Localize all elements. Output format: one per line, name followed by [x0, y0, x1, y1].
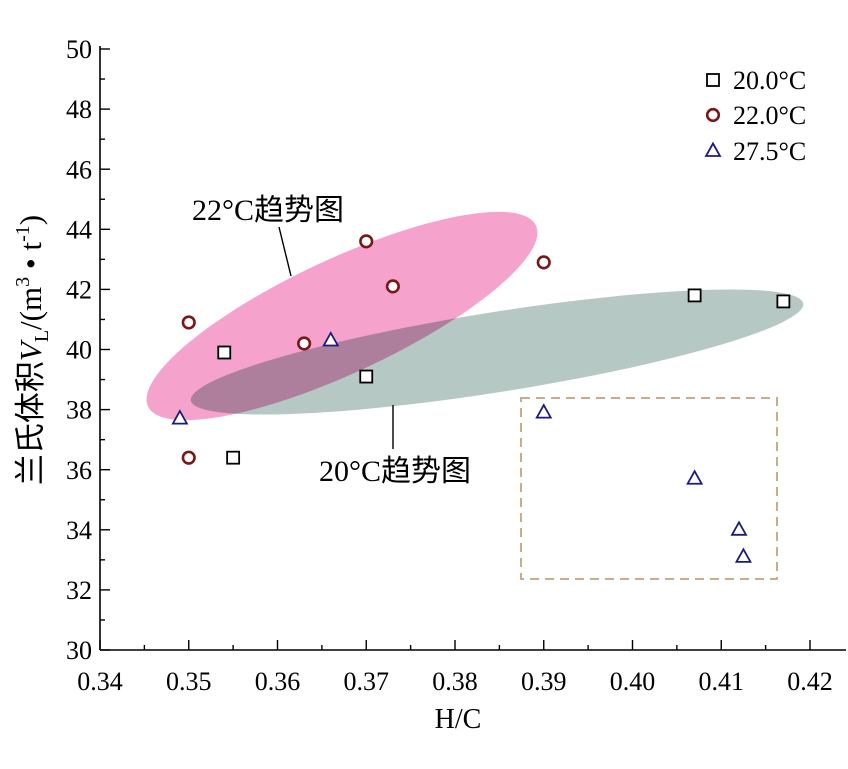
y-tick-label: 48	[66, 95, 92, 124]
trend-region-22c-ellipse	[146, 211, 538, 421]
square-data-point	[687, 288, 702, 303]
axes: 0.34 0.35 0.36 0.37 0.38 0.39 0.40 0.41 0.42 30 32…	[66, 35, 846, 696]
triangle-data-point	[535, 403, 553, 419]
legend-item-22c: 22.0°C	[705, 101, 806, 130]
square-data-point	[226, 450, 241, 465]
square-data-point	[776, 294, 791, 309]
y-axis-label-symbol: V	[13, 339, 48, 361]
annotation-20c-trend: 20°C趋势图	[319, 455, 471, 488]
triangle-data-point	[730, 520, 748, 536]
y-tick-label: 36	[66, 456, 92, 485]
x-tick-label: 0.36	[255, 667, 301, 696]
triangle-data-point	[322, 331, 340, 347]
triangle-data-point	[171, 409, 189, 425]
x-tick-label: 0.40	[610, 667, 656, 696]
x-tick-label: 0.38	[432, 667, 478, 696]
x-tick-label: 0.42	[787, 667, 833, 696]
x-tick-label: 0.39	[521, 667, 567, 696]
trend-regions	[146, 211, 804, 421]
y-tick-label: 30	[66, 636, 92, 665]
circle-data-point	[181, 450, 196, 465]
y-tick-label: 40	[66, 336, 92, 365]
y-axis-label: 兰氏体积VL/(m3 • t-1)	[12, 215, 53, 485]
legend-square-marker-icon	[706, 73, 720, 87]
legend-item-20c: 20.0°C	[706, 66, 806, 95]
annotations: 22°C趋势图 20°C趋势图	[192, 194, 471, 488]
trend-region-20c-ellipse	[190, 289, 804, 415]
x-tick-label: 0.34	[77, 667, 123, 696]
y-tick-label: 50	[66, 35, 92, 64]
x-tick-label: 0.35	[166, 667, 212, 696]
x-tick-label: 0.37	[344, 667, 390, 696]
legend-label: 20.0°C	[733, 66, 806, 95]
square-data-point	[359, 369, 374, 384]
square-data-point	[217, 345, 232, 360]
y-axis-label-superscript-1: 3	[12, 277, 34, 287]
legend-circle-marker-icon	[705, 107, 721, 123]
y-axis-label-subscript: L	[31, 330, 53, 342]
legend-label: 22.0°C	[733, 101, 806, 130]
legend-label: 27.5°C	[733, 137, 806, 166]
y-tick-label: 46	[66, 155, 92, 184]
data-points	[171, 234, 791, 563]
legend: 20.0°C 22.0°C 27.5°C	[704, 66, 806, 166]
y-axis-label-unit-open: /(m	[13, 287, 48, 330]
legend-triangle-marker-icon	[704, 141, 722, 157]
triangle-data-point	[686, 469, 704, 485]
y-axis-label-unit-close: )	[13, 215, 48, 225]
circle-data-point	[359, 234, 374, 249]
annotation-22c-trend: 22°C趋势图	[192, 194, 344, 227]
y-tick-label: 38	[66, 396, 92, 425]
circle-data-point	[181, 315, 196, 330]
y-tick-label: 44	[66, 215, 92, 244]
legend-item-27-5c: 27.5°C	[704, 137, 806, 166]
y-axis-label-superscript-2: -1	[12, 225, 34, 242]
y-tick-label: 42	[66, 276, 92, 305]
circle-data-point	[297, 336, 312, 351]
triangle-data-point	[734, 547, 752, 563]
circle-data-point	[536, 255, 551, 270]
highlight-dashed-box	[520, 397, 778, 580]
y-tick-label: 32	[66, 576, 92, 605]
y-axis-label-name: 兰氏体积	[13, 361, 48, 485]
x-axis-label: H/C	[435, 704, 482, 735]
circle-data-point	[385, 279, 400, 294]
y-axis-label-unit-mid: • t	[13, 242, 48, 277]
annotation-22c-leader-line	[278, 226, 292, 277]
x-tick-label: 0.41	[699, 667, 745, 696]
y-tick-label: 34	[66, 516, 92, 545]
